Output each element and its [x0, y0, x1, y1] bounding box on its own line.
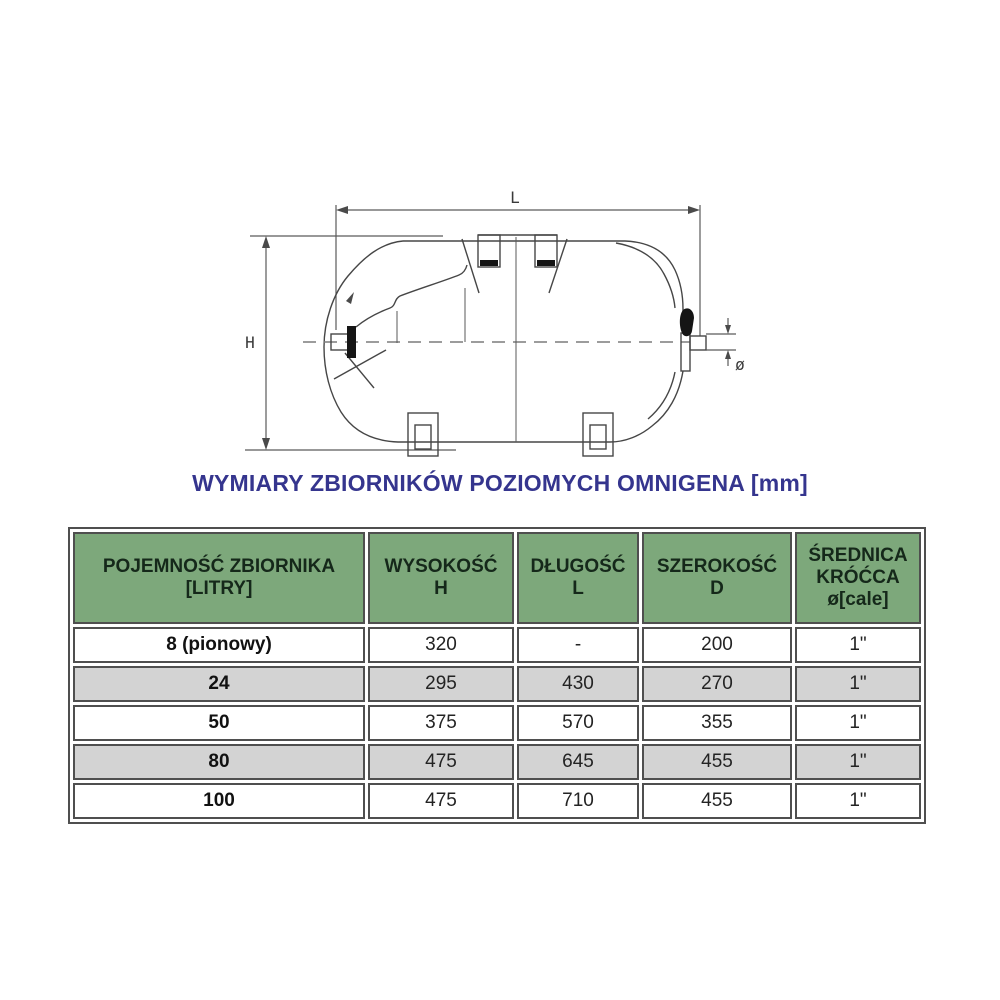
tank-dimensions-table: POJEMNOŚĆ ZBIORNIKA [LITRY] WYSOKOŚĆ H D…: [68, 527, 926, 824]
cell-length: 570: [517, 705, 639, 741]
top-bracket-left-pad: [480, 260, 498, 266]
right-port-valve: [679, 308, 694, 337]
right-port-nozzle: [689, 335, 707, 351]
cell-port-diameter: 1": [795, 783, 921, 819]
table-row: 100 475 710 455 1": [73, 783, 921, 819]
cell-height: 475: [368, 744, 514, 780]
top-bracket-right: [534, 234, 558, 268]
cell-length: 430: [517, 666, 639, 702]
left-port-flange: [347, 326, 356, 358]
header-capacity-unit: [LITRY]: [185, 578, 253, 599]
cell-width: 355: [642, 705, 792, 741]
header-port-diameter-title: ŚREDNICA KRÓĆCA: [808, 545, 908, 589]
length-arrow-left: [336, 206, 348, 214]
tank-outline-lower: [323, 240, 684, 443]
right-endcap-inner-lip-top: [615, 242, 676, 309]
header-capacity-title: POJEMNOŚĆ ZBIORNIKA: [102, 556, 336, 578]
cell-height: 295: [368, 666, 514, 702]
cell-height: 475: [368, 783, 514, 819]
foot-right: [582, 412, 614, 457]
height-arrow-up: [262, 236, 270, 248]
membrane-arrow-tick: [346, 292, 354, 304]
cell-width: 455: [642, 783, 792, 819]
length-label: L: [510, 188, 520, 207]
header-width-title: SZEROKOŚĆ: [656, 556, 778, 578]
section-mark-left: [461, 238, 480, 294]
membrane-curve: [355, 264, 468, 328]
foot-left: [407, 412, 439, 457]
header-length-title: DŁUGOŚĆ: [530, 556, 626, 578]
page-title: WYMIARY ZBIORNIKÓW POZIOMYCH OMNIGENA [m…: [192, 470, 808, 496]
table-row: 8 (pionowy) 320 - 200 1": [73, 627, 921, 663]
cross-mark-line-1: [333, 349, 387, 380]
tank-outline-upper: [403, 240, 684, 333]
header-height-title: WYSOKOŚĆ: [384, 556, 498, 578]
length-arrow-right: [688, 206, 700, 214]
header-height-symbol: H: [434, 578, 448, 599]
section-mark-right: [548, 238, 568, 294]
height-arrow-down: [262, 438, 270, 450]
header-length: DŁUGOŚĆ L: [517, 532, 639, 624]
top-bracket-left: [477, 234, 501, 268]
cell-port-diameter: 1": [795, 705, 921, 741]
header-height: WYSOKOŚĆ H: [368, 532, 514, 624]
diameter-arrow-down: [725, 325, 731, 334]
header-length-symbol: L: [572, 578, 584, 599]
cell-capacity: 24: [73, 666, 365, 702]
header-row: POJEMNOŚĆ ZBIORNIKA [LITRY] WYSOKOŚĆ H D…: [73, 532, 921, 624]
cell-capacity: 100: [73, 783, 365, 819]
cell-length: 645: [517, 744, 639, 780]
header-capacity: POJEMNOŚĆ ZBIORNIKA [LITRY]: [73, 532, 365, 624]
cell-port-diameter: 1": [795, 666, 921, 702]
cell-capacity: 80: [73, 744, 365, 780]
diameter-arrow-up: [725, 350, 731, 359]
cell-length: 710: [517, 783, 639, 819]
foot-right-inner: [589, 424, 607, 450]
header-port-diameter: ŚREDNICA KRÓĆCA ø[cale]: [795, 532, 921, 624]
header-width-symbol: D: [710, 578, 724, 599]
table-row: 50 375 570 355 1": [73, 705, 921, 741]
cell-width: 455: [642, 744, 792, 780]
table-row: 80 475 645 455 1": [73, 744, 921, 780]
top-bracket-right-pad: [537, 260, 555, 266]
table-row: 24 295 430 270 1": [73, 666, 921, 702]
cell-width: 200: [642, 627, 792, 663]
right-endcap-inner-lip-bottom: [647, 371, 676, 420]
cell-port-diameter: 1": [795, 627, 921, 663]
cell-width: 270: [642, 666, 792, 702]
header-width: SZEROKOŚĆ D: [642, 532, 792, 624]
diameter-label: ø: [735, 355, 745, 374]
cell-capacity: 50: [73, 705, 365, 741]
cell-port-diameter: 1": [795, 744, 921, 780]
cell-length: -: [517, 627, 639, 663]
cell-height: 375: [368, 705, 514, 741]
foot-left-inner: [414, 424, 432, 450]
right-port-plate: [680, 332, 691, 372]
header-port-diameter-unit: ø[cale]: [827, 588, 889, 610]
tank-technical-drawing: H L: [245, 188, 745, 457]
cell-capacity: 8 (pionowy): [73, 627, 365, 663]
height-label: H: [245, 333, 255, 352]
cross-mark-line-2: [344, 352, 375, 389]
cell-height: 320: [368, 627, 514, 663]
